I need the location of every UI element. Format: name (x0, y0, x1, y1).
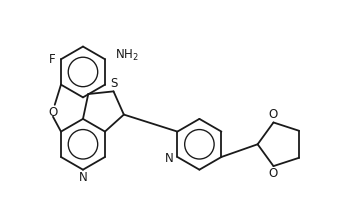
Text: S: S (110, 77, 117, 90)
Text: N: N (165, 152, 174, 165)
Text: O: O (269, 167, 278, 180)
Text: F: F (49, 53, 55, 66)
Text: NH$_2$: NH$_2$ (115, 48, 139, 63)
Text: N: N (78, 171, 87, 184)
Text: O: O (48, 106, 58, 119)
Text: O: O (269, 108, 278, 121)
